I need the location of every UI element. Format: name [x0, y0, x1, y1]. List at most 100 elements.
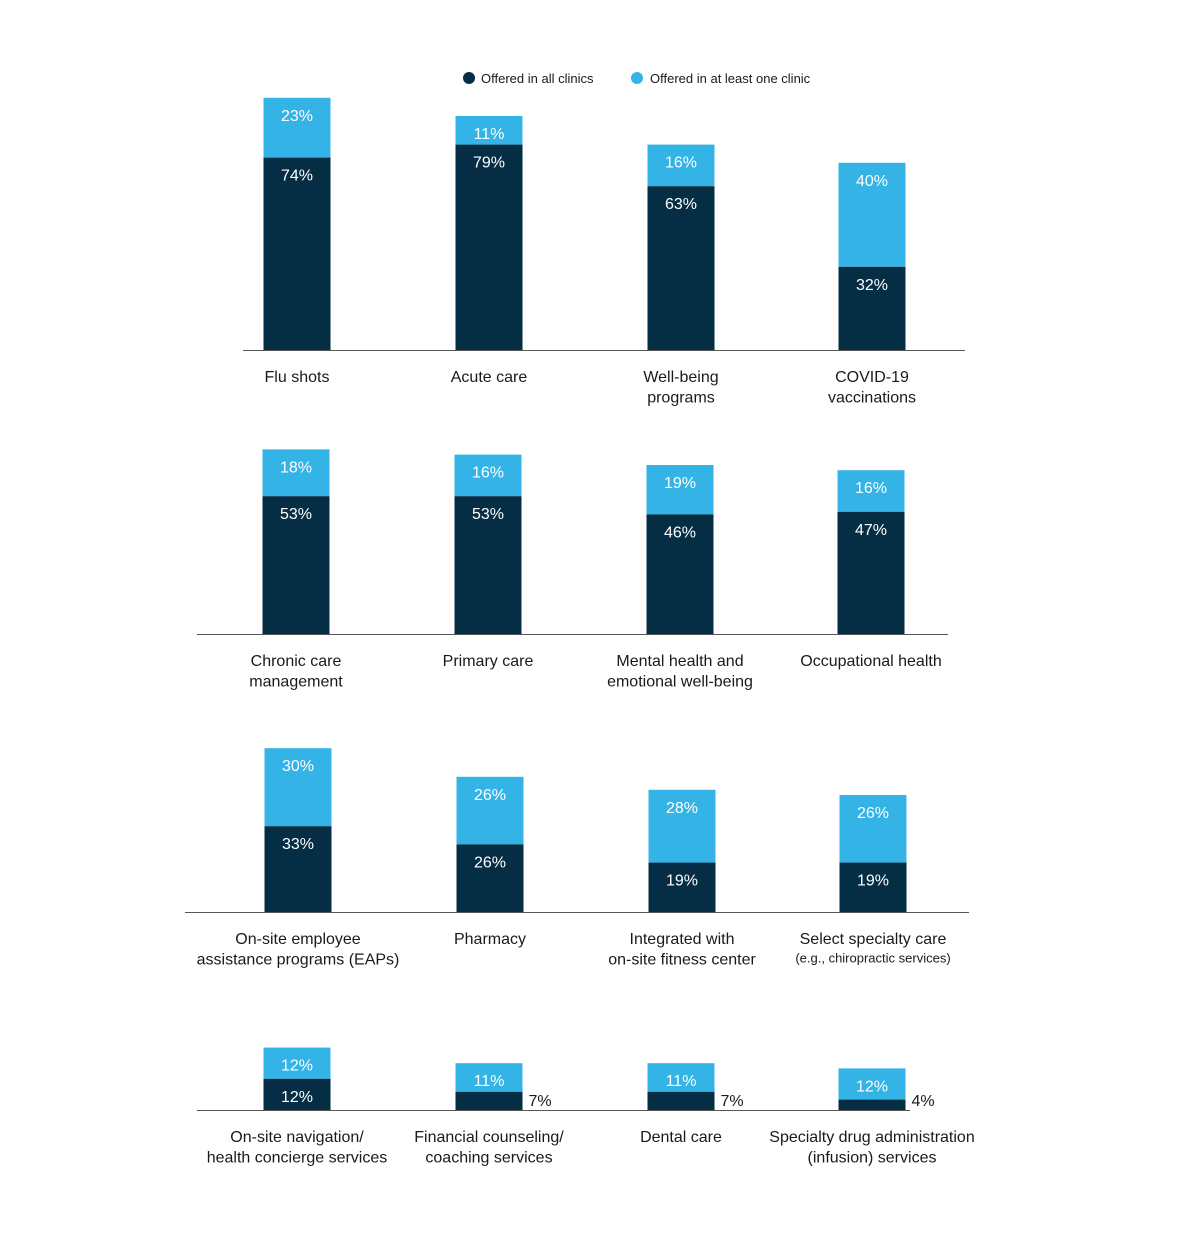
legend-swatch-one [631, 72, 643, 84]
category-label: on-site fitness center [608, 952, 756, 969]
data-label-at-least-one: 11% [474, 126, 505, 143]
category-label: Financial counseling/ [414, 1129, 564, 1146]
legend-label-all: Offered in all clinics [481, 71, 594, 86]
bar-segment-all-clinics [839, 862, 907, 912]
bar-segment-all-clinics [263, 1078, 331, 1110]
bar-segment-all-clinics [646, 514, 714, 634]
bar-segment-at-least-one [837, 470, 905, 512]
bar-segment-all-clinics [454, 496, 522, 634]
bar-segment-all-clinics [264, 826, 332, 912]
category-label: coaching services [425, 1150, 552, 1167]
category-label: vaccinations [828, 390, 916, 407]
category-label: Well-being [643, 369, 718, 386]
data-label-at-least-one: 16% [472, 465, 504, 482]
data-label-at-least-one: 11% [474, 1073, 505, 1090]
bar-segment-all-clinics [647, 1091, 715, 1110]
panel-4: 12% 12% On-site navigation/health concierg… [197, 1047, 975, 1167]
data-label-all-clinics: 19% [666, 873, 698, 890]
data-label-all-clinics: 32% [856, 277, 888, 294]
data-label-at-least-one: 23% [281, 108, 313, 125]
legend-swatch-all [463, 72, 475, 84]
data-label-all-clinics: 79% [473, 155, 505, 172]
category-label: emotional well-being [607, 674, 753, 691]
bar-segment-all-clinics [838, 1099, 906, 1110]
bar-segment-at-least-one [264, 748, 332, 827]
data-label-all-clinics: 12% [281, 1089, 313, 1106]
bar-segment-all-clinics [262, 496, 330, 634]
data-label-all-clinics: 33% [282, 836, 314, 853]
category-sublabel: (e.g., chiropractic services) [795, 951, 950, 966]
data-label-all-clinics: 19% [857, 873, 889, 890]
panel-3: 30% 33% On-site employee assistance program… [185, 748, 969, 969]
category-label: management [249, 674, 343, 691]
panel-2: 18% 53% Chronic care management 16% 53% Primar… [197, 449, 948, 691]
data-label-all-clinics: 4% [912, 1093, 935, 1110]
category-label: Flu shots [265, 369, 330, 386]
bar-segment-at-least-one [263, 1047, 331, 1079]
category-label: health concierge services [207, 1150, 388, 1167]
category-label: Primary care [443, 653, 534, 670]
category-label: Mental health and [616, 653, 743, 670]
category-label: COVID-19 [835, 369, 909, 386]
data-label-at-least-one: 19% [664, 475, 696, 492]
category-label: Acute care [451, 369, 528, 386]
data-label-all-clinics: 26% [474, 854, 506, 871]
bar-segment-at-least-one [648, 789, 716, 863]
data-label-at-least-one: 16% [665, 155, 697, 172]
legend: Offered in all clinics Offered in at lea… [463, 71, 811, 86]
data-label-at-least-one: 18% [280, 459, 312, 476]
category-label: Integrated with [630, 931, 735, 948]
data-label-all-clinics: 53% [280, 506, 312, 523]
bar-segment-at-least-one [263, 97, 331, 158]
category-label: Pharmacy [454, 931, 526, 948]
category-label: (infusion) services [808, 1150, 937, 1167]
data-label-all-clinics: 47% [855, 522, 887, 539]
bar-segment-at-least-one [455, 116, 523, 145]
category-label: On-site employee [235, 931, 360, 948]
panel-1: 23% 74% Flu shots 11% 79% Acute care 16% 63% Wel… [243, 97, 965, 407]
category-label: On-site navigation/ [230, 1129, 364, 1146]
data-label-at-least-one: 16% [855, 480, 887, 497]
data-label-at-least-one: 12% [281, 1058, 313, 1075]
bar-segment-all-clinics [647, 186, 715, 350]
chart-panels: 23% 74% Flu shots 11% 79% Acute care 16% 63% Wel… [185, 97, 975, 1167]
data-label-all-clinics: 74% [281, 168, 313, 185]
data-label-at-least-one: 12% [856, 1078, 888, 1095]
bar-segment-all-clinics [837, 511, 905, 634]
bar-segment-all-clinics [456, 844, 524, 912]
data-label-all-clinics: 63% [665, 196, 697, 213]
bar-segment-at-least-one [838, 1068, 906, 1100]
data-label-at-least-one: 30% [282, 758, 314, 775]
category-label: Chronic care [251, 653, 342, 670]
bar-segment-at-least-one [454, 454, 522, 497]
data-label-all-clinics: 46% [664, 524, 696, 541]
data-label-at-least-one: 26% [474, 787, 506, 804]
category-label: Dental care [640, 1129, 722, 1146]
category-label: Specialty drug administration [769, 1129, 974, 1146]
data-label-at-least-one: 11% [666, 1073, 697, 1090]
bar-segment-all-clinics [455, 1091, 523, 1110]
bar-segment-at-least-one [262, 449, 330, 497]
category-label: programs [647, 390, 715, 407]
bar-segment-all-clinics [838, 266, 906, 350]
category-label: assistance programs (EAPs) [197, 952, 400, 969]
data-label-all-clinics: 53% [472, 506, 504, 523]
bar-segment-at-least-one [839, 795, 907, 863]
bar-segment-all-clinics [263, 157, 331, 350]
bar-segment-at-least-one [838, 162, 906, 267]
legend-label-one: Offered in at least one clinic [650, 71, 811, 86]
data-label-all-clinics: 7% [529, 1093, 552, 1110]
data-label-at-least-one: 26% [857, 805, 889, 822]
bar-segment-at-least-one [455, 1063, 523, 1092]
bar-segment-at-least-one [647, 1063, 715, 1092]
data-label-at-least-one: 28% [666, 800, 698, 817]
category-label: Occupational health [800, 653, 941, 670]
bar-segment-all-clinics [648, 862, 716, 912]
category-label: Select specialty care [800, 931, 947, 948]
data-label-all-clinics: 7% [721, 1093, 744, 1110]
bar-segment-at-least-one [646, 465, 714, 515]
bar-segment-at-least-one [456, 776, 524, 845]
bar-segment-at-least-one [647, 144, 715, 187]
data-label-at-least-one: 40% [856, 173, 888, 190]
